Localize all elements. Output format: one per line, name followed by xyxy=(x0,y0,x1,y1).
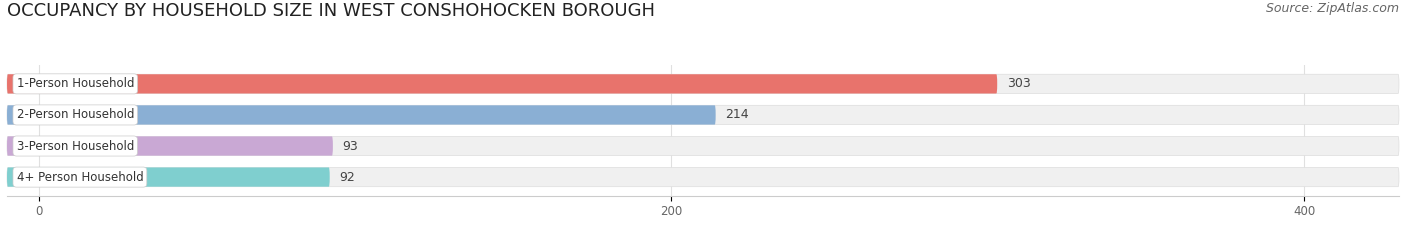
FancyBboxPatch shape xyxy=(7,136,1399,156)
Text: 2-Person Household: 2-Person Household xyxy=(17,108,134,121)
Text: 3-Person Household: 3-Person Household xyxy=(17,140,134,153)
FancyBboxPatch shape xyxy=(7,74,1399,93)
Text: 92: 92 xyxy=(339,171,354,184)
Text: 1-Person Household: 1-Person Household xyxy=(17,77,134,90)
Text: 93: 93 xyxy=(343,140,359,153)
FancyBboxPatch shape xyxy=(7,168,329,187)
FancyBboxPatch shape xyxy=(7,105,716,125)
FancyBboxPatch shape xyxy=(7,136,333,156)
Text: 303: 303 xyxy=(1007,77,1031,90)
FancyBboxPatch shape xyxy=(7,105,1399,125)
Text: Source: ZipAtlas.com: Source: ZipAtlas.com xyxy=(1265,2,1399,15)
Text: 214: 214 xyxy=(725,108,749,121)
Text: 4+ Person Household: 4+ Person Household xyxy=(17,171,143,184)
FancyBboxPatch shape xyxy=(7,168,1399,187)
FancyBboxPatch shape xyxy=(7,74,997,93)
Text: OCCUPANCY BY HOUSEHOLD SIZE IN WEST CONSHOHOCKEN BOROUGH: OCCUPANCY BY HOUSEHOLD SIZE IN WEST CONS… xyxy=(7,2,655,20)
